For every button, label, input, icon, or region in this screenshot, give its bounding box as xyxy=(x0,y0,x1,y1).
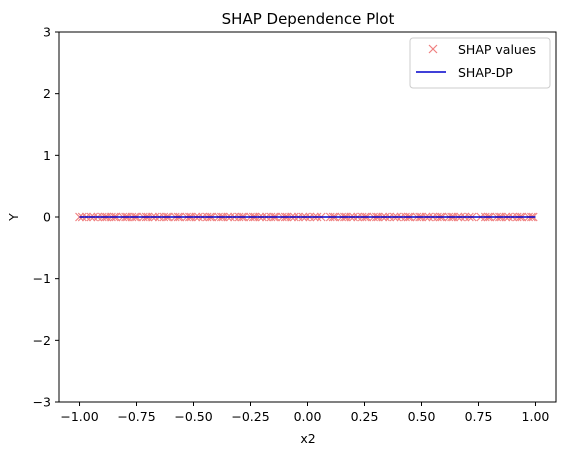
y-axis-label: Y xyxy=(6,213,21,222)
y-tick-label: 3 xyxy=(43,25,51,40)
legend-frame xyxy=(409,37,551,89)
series-layer xyxy=(75,212,538,222)
y-tick-label: 2 xyxy=(43,86,51,101)
x-tick-label: 1.00 xyxy=(522,409,550,424)
y-tick-label: 1 xyxy=(43,148,51,163)
x-axis-label: x2 xyxy=(300,431,315,446)
y-tick-label: −3 xyxy=(33,395,51,410)
y-tick-label: 0 xyxy=(43,210,51,225)
legend: SHAP values SHAP-DP xyxy=(409,37,551,89)
y-axis: −3 −2 −1 0 1 2 3 xyxy=(33,25,59,410)
x-tick-label: 0.75 xyxy=(465,409,493,424)
y-tick-label: −1 xyxy=(33,271,51,286)
legend-label-shap-values: SHAP values xyxy=(458,42,536,57)
x-tick-label: −0.75 xyxy=(117,409,155,424)
x-tick-label: −0.25 xyxy=(231,409,269,424)
x-tick-label: −0.50 xyxy=(174,409,212,424)
x-tick-label: 0.00 xyxy=(294,409,322,424)
legend-marker-shap-values-icon xyxy=(428,44,438,54)
chart-title: SHAP Dependence Plot xyxy=(222,10,395,28)
x-tick-label: −1.00 xyxy=(60,409,98,424)
x-tick-label: 0.25 xyxy=(351,409,379,424)
x-axis: −1.00 −0.75 −0.50 −0.25 0.00 0.25 0.50 0.75 1.00 xyxy=(60,402,549,424)
legend-label-shap-dp: SHAP-DP xyxy=(458,65,513,80)
y-tick-label: −2 xyxy=(33,333,51,348)
x-tick-label: 0.50 xyxy=(408,409,436,424)
